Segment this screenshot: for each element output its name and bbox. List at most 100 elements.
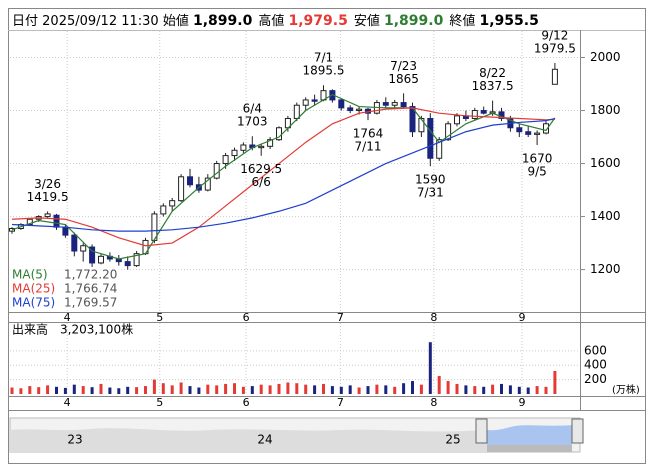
volume-bar — [375, 384, 379, 394]
volume-bar — [455, 383, 459, 394]
candle-body — [418, 117, 425, 133]
navigator-label: 23 — [67, 433, 82, 447]
volume-bar — [304, 384, 308, 394]
annotation-date: 6/6 — [252, 175, 271, 189]
volume-bar — [437, 376, 441, 394]
x-tick-label: 8 — [430, 311, 437, 324]
volume-bar — [81, 386, 85, 394]
volume-bar — [366, 386, 370, 394]
navigator-label: 25 — [445, 433, 460, 447]
candle-body — [382, 102, 389, 106]
annotation-value: 1979.5 — [534, 41, 576, 55]
candle-body — [293, 104, 300, 119]
annotation-date: 8/22 — [479, 66, 506, 80]
field-value: 1,955.5 — [479, 13, 539, 29]
volume-bar — [117, 388, 121, 394]
annotation-value: 1895.5 — [303, 64, 345, 78]
x-tick-label: 4 — [64, 311, 71, 324]
volume-bar — [144, 386, 147, 394]
candle-body — [240, 144, 247, 151]
volume-bar — [313, 385, 317, 394]
volume-bar — [72, 384, 76, 394]
annotation-date: 9/5 — [527, 164, 546, 178]
x-tick-label: 7 — [337, 311, 344, 324]
annotation-value: 1865 — [388, 72, 419, 86]
navigator-handle[interactable] — [571, 418, 584, 444]
candle-body — [302, 99, 309, 106]
candle-body — [267, 139, 274, 147]
volume-bar — [170, 385, 174, 394]
annotation-value: 1837.5 — [472, 79, 514, 93]
candle-body — [409, 106, 416, 133]
candle-body — [338, 99, 345, 109]
y-tick-label: 2000 — [590, 50, 621, 64]
volume-bar — [28, 386, 32, 394]
candle-body — [98, 255, 104, 264]
volume-bar — [384, 385, 388, 394]
volume-bar — [553, 370, 557, 394]
ma-line — [11, 107, 555, 247]
volume-bar — [224, 383, 228, 394]
y-tick-label: 1600 — [590, 156, 621, 170]
candle-body — [525, 131, 532, 135]
volume-bar — [322, 383, 325, 394]
legend-name: MA(75) — [12, 296, 55, 310]
volume-bar — [402, 383, 406, 394]
volume-bar — [473, 386, 477, 394]
volume-bar — [295, 383, 299, 394]
volume-bar — [482, 386, 486, 394]
volume-bar — [517, 386, 521, 394]
annotation-date: 3/26 — [34, 177, 61, 191]
volume-bar — [268, 385, 272, 394]
date-label: 日付 — [12, 14, 39, 29]
scrollbar[interactable] — [487, 445, 572, 452]
x-tick-label: 7 — [337, 396, 344, 409]
candle-body — [356, 108, 363, 112]
annotation-date: 7/11 — [355, 140, 382, 154]
volume-bar — [250, 386, 254, 394]
volume-bar — [215, 385, 219, 394]
x-tick-label: 5 — [156, 311, 163, 324]
candle-body — [516, 127, 523, 133]
volume-bar — [259, 384, 263, 394]
candle-body — [187, 176, 193, 186]
annotation-date: 7/1 — [314, 51, 333, 65]
annotation-value: 1419.5 — [27, 190, 69, 204]
candle-body — [534, 132, 541, 135]
x-tick-label: 4 — [64, 396, 71, 409]
annotation-value: 1764 — [353, 127, 384, 141]
volume-bar — [126, 386, 130, 394]
y-tick-label: 1200 — [590, 262, 621, 276]
candle-body — [213, 163, 220, 179]
x-tick-label: 6 — [243, 311, 250, 324]
candle-body — [62, 226, 69, 236]
volume-unit: (万株) — [612, 383, 640, 396]
annotation-date: 7/23 — [390, 59, 417, 73]
legend-bg — [10, 268, 120, 282]
candle-body — [160, 205, 167, 215]
volume-bar — [179, 382, 183, 394]
candle-body — [391, 102, 398, 106]
candle-body — [204, 177, 211, 191]
field-value: 1,899.0 — [192, 13, 253, 29]
candle-body — [26, 218, 33, 226]
candle-body — [311, 99, 318, 102]
header: 日付 2025/09/12 11:30 始値 1,899.0 高値 1,979.5… — [12, 10, 545, 29]
x-tick-label: 9 — [518, 311, 525, 324]
volume-bar — [55, 386, 58, 394]
annotation-value: 1703 — [237, 115, 268, 129]
volume-bar — [37, 387, 41, 394]
candle-body — [222, 155, 229, 165]
volume-bar — [393, 386, 397, 394]
navigator-handle[interactable] — [475, 418, 488, 444]
y-tick-label: 1800 — [590, 103, 621, 117]
volume-bar — [63, 387, 67, 394]
volume-bar — [19, 388, 23, 394]
annotation-date: 6/4 — [243, 102, 262, 116]
volume-bar — [500, 383, 503, 394]
annotation-date: 9/12 — [541, 28, 568, 42]
x-tick-label: 5 — [156, 396, 163, 409]
candle-body — [480, 110, 487, 114]
